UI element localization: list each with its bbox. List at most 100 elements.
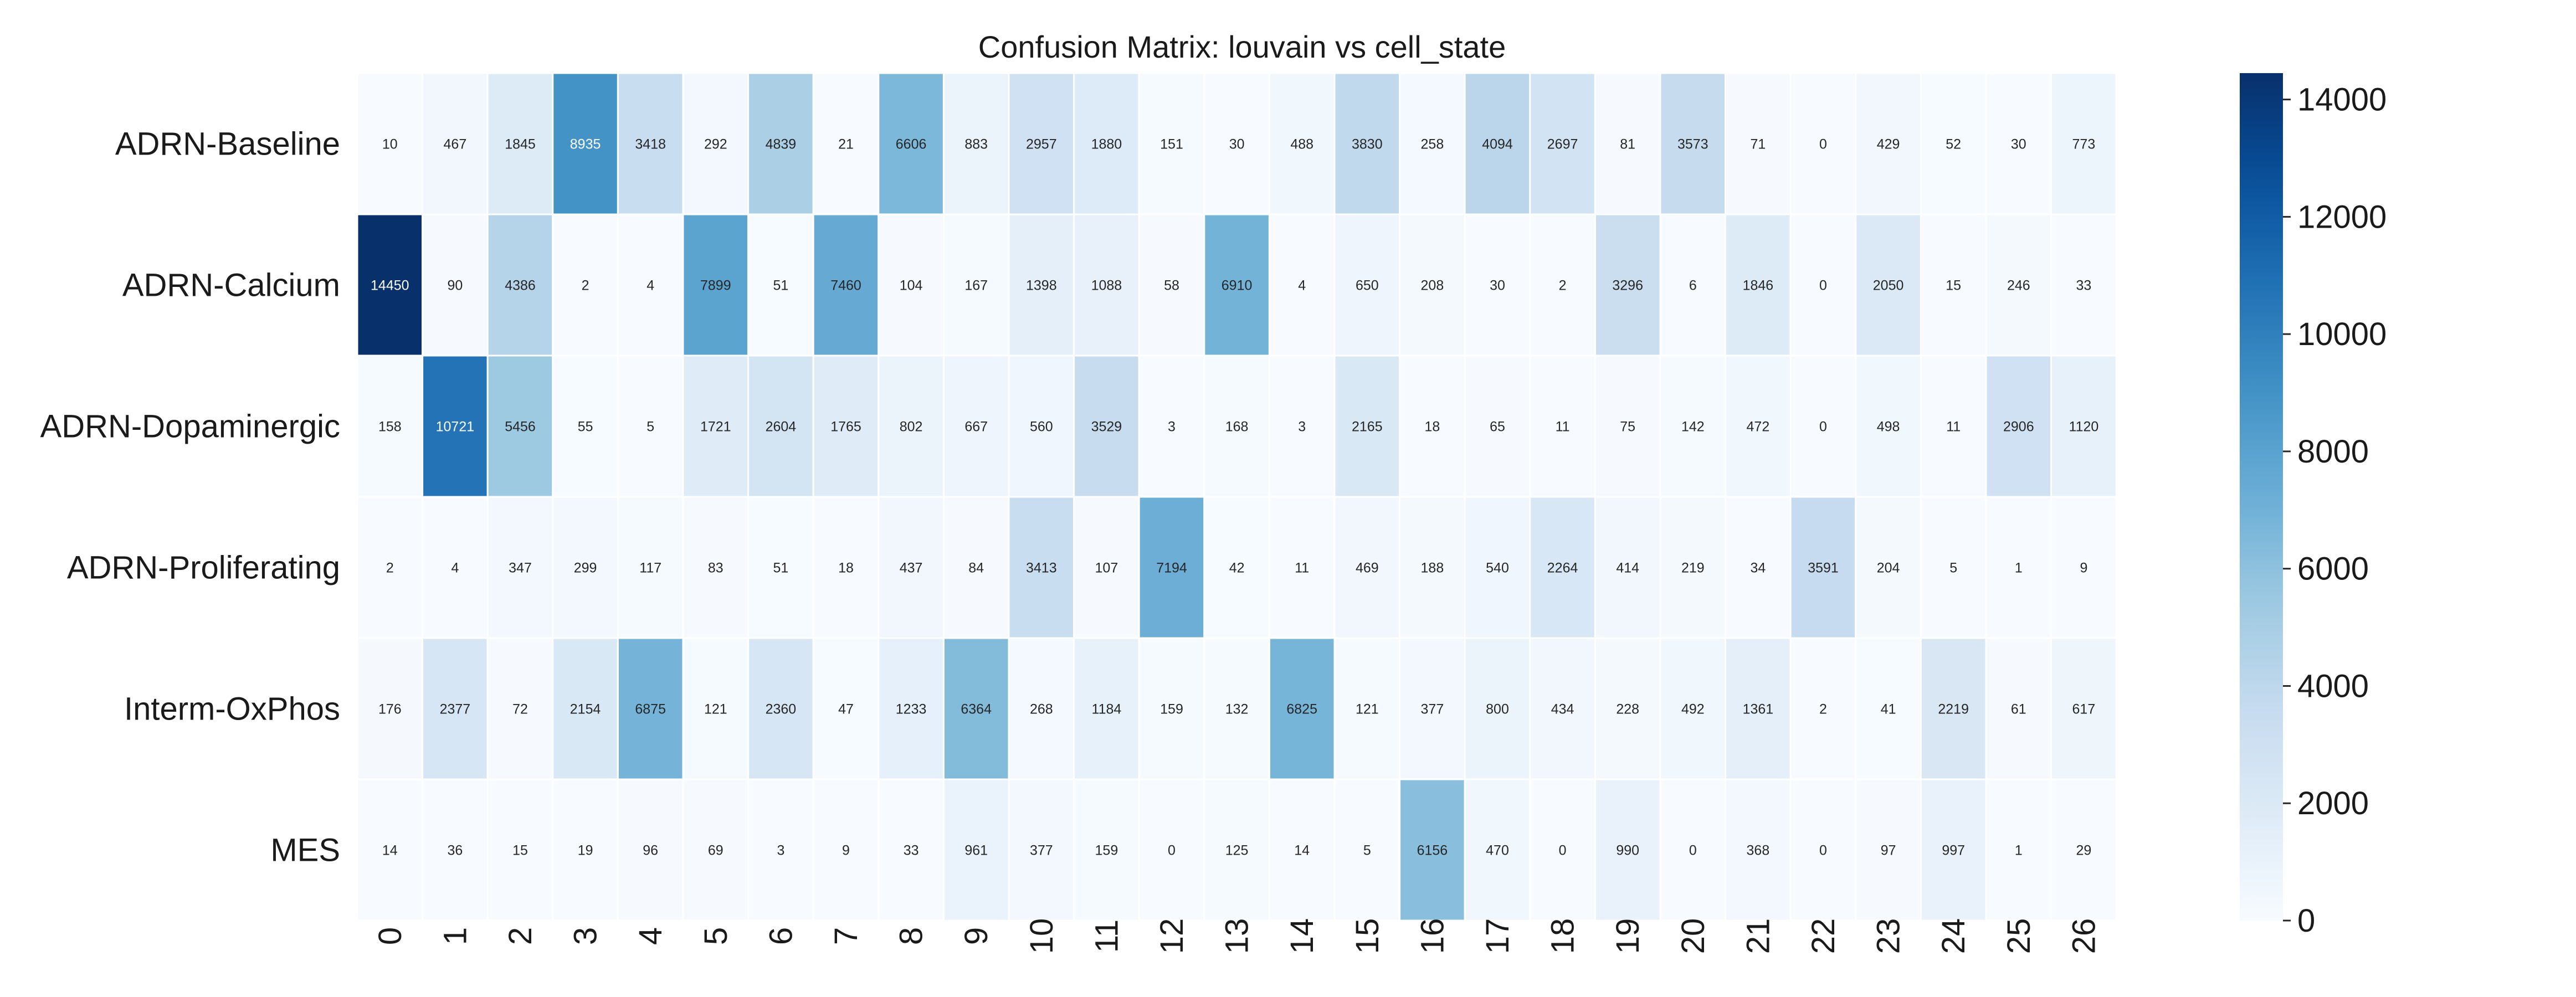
heatmap-cell <box>1985 496 2052 639</box>
heatmap-cell <box>1073 637 1140 780</box>
colorbar: 0 2000 4000 6000 8000 10000 12000 14000 <box>2240 73 2387 939</box>
column-label: 6 <box>763 927 799 945</box>
cell-value-label: 470 <box>1486 843 1509 859</box>
cell-value-label: 51 <box>773 278 788 294</box>
heatmap-cell <box>1789 72 1857 215</box>
cell-value-label: 132 <box>1225 702 1249 717</box>
cell-value-label: 4094 <box>1482 137 1513 152</box>
heatmap-cell <box>942 354 1010 498</box>
heatmap-cell <box>942 637 1010 780</box>
cell-value-label: 3418 <box>635 137 666 152</box>
cell-value-label: 3 <box>777 843 784 859</box>
cell-value-label: 33 <box>904 843 919 859</box>
cell-value-label: 10 <box>382 137 398 152</box>
cell-value-label: 107 <box>1095 561 1118 576</box>
cell-value-label: 3591 <box>1808 561 1839 576</box>
cell-value-label: 75 <box>1620 419 1635 435</box>
cell-value-label: 347 <box>509 561 532 576</box>
cell-value-label: 5 <box>1949 561 1957 576</box>
cell-value-label: 2 <box>386 561 394 576</box>
cell-value-label: 3 <box>1298 419 1306 435</box>
cell-value-label: 258 <box>1421 137 1444 152</box>
cell-value-label: 14 <box>1294 843 1310 859</box>
heatmap-cell <box>1268 778 1336 922</box>
cell-value-label: 2219 <box>1938 702 1969 717</box>
heatmap-cell <box>1464 637 1531 780</box>
heatmap-cell <box>2050 354 2117 498</box>
cell-value-label: 299 <box>574 561 597 576</box>
row-label: MES <box>270 832 340 868</box>
heatmap-cell <box>1529 72 1596 215</box>
cell-value-label: 167 <box>964 278 988 294</box>
cell-value-label: 151 <box>1160 137 1183 152</box>
heatmap-cell <box>1464 496 1531 639</box>
heatmap-cell <box>422 637 489 780</box>
heatmap-cell <box>422 72 489 215</box>
cell-value-label: 69 <box>708 843 723 859</box>
cell-value-label: 3296 <box>1612 278 1643 294</box>
heatmap-cell <box>812 778 880 922</box>
heatmap-cell <box>1920 778 1987 922</box>
cell-value-label: 83 <box>708 561 723 576</box>
cell-value-label: 800 <box>1486 702 1509 717</box>
cell-value-label: 1880 <box>1091 137 1122 152</box>
cell-value-label: 5 <box>646 419 654 435</box>
cell-value-label: 65 <box>1490 419 1505 435</box>
cell-value-label: 492 <box>1681 702 1705 717</box>
cell-value-label: 1846 <box>1743 278 1774 294</box>
heatmap-cell <box>486 778 554 922</box>
column-label: 4 <box>633 927 669 945</box>
heatmap-cell <box>2050 637 2117 780</box>
heatmap-cell <box>1138 637 1205 780</box>
cell-value-label: 7460 <box>830 278 861 294</box>
cell-value-label: 18 <box>838 561 854 576</box>
cell-value-label: 377 <box>1421 702 1444 717</box>
cell-value-label: 368 <box>1747 843 1770 859</box>
cell-value-label: 176 <box>378 702 402 717</box>
chart-title: Confusion Matrix: louvain vs cell_state <box>978 29 1506 64</box>
heatmap-grid: 10 467 1845 8935 3418 292 4839 21 6606 883 2957 188… <box>356 72 2117 922</box>
cell-value-label: 7194 <box>1156 561 1187 576</box>
heatmap-cell <box>1725 72 1792 215</box>
cell-value-label: 4 <box>646 278 654 294</box>
cell-value-label: 21 <box>838 137 854 152</box>
column-label: 18 <box>1545 918 1581 954</box>
cell-value-label: 18 <box>1424 419 1440 435</box>
heatmap-cell <box>1333 496 1401 639</box>
cell-value-label: 34 <box>1750 561 1766 576</box>
cell-value-label: 2 <box>582 278 589 294</box>
colorbar-tick-label: 10000 <box>2297 316 2387 352</box>
cell-value-label: 29 <box>2076 843 2091 859</box>
cell-value-label: 6910 <box>1222 278 1253 294</box>
cell-value-label: 2957 <box>1026 137 1057 152</box>
column-label: 3 <box>568 927 604 945</box>
column-label: 26 <box>2066 918 2102 954</box>
cell-value-label: 41 <box>1881 702 1896 717</box>
heatmap-cell <box>486 496 554 639</box>
cell-value-label: 204 <box>1877 561 1900 576</box>
column-label: 5 <box>698 927 734 945</box>
cell-value-label: 1184 <box>1092 702 1122 717</box>
column-label: 20 <box>1675 918 1711 954</box>
cell-value-label: 30 <box>1229 137 1245 152</box>
cell-value-label: 2154 <box>570 702 601 717</box>
heatmap-cell <box>2050 778 2117 922</box>
column-label: 23 <box>1871 918 1907 954</box>
heatmap-cell <box>1333 213 1401 357</box>
heatmap-cell <box>878 213 945 357</box>
cell-value-label: 1233 <box>896 702 927 717</box>
cell-value-label: 11 <box>1295 561 1309 576</box>
heatmap-cell <box>1920 354 1987 498</box>
colorbar-tick-label: 4000 <box>2297 668 2369 704</box>
cell-value-label: 6364 <box>961 702 992 717</box>
row-label: ADRN-Proliferating <box>67 550 340 586</box>
cell-value-label: 246 <box>2007 278 2030 294</box>
heatmap-cell <box>486 72 554 215</box>
cell-value-label: 14450 <box>371 278 409 294</box>
column-label: 9 <box>958 927 994 945</box>
cell-value-label: 414 <box>1616 561 1639 576</box>
heatmap-cell <box>812 72 880 215</box>
heatmap-cell <box>1725 213 1792 357</box>
cell-value-label: 33 <box>2076 278 2091 294</box>
cell-value-label: 667 <box>964 419 988 435</box>
